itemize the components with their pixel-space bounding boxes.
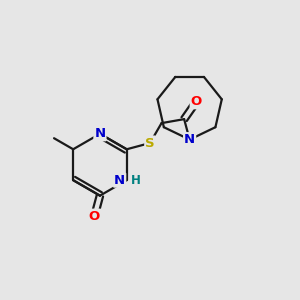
Text: N: N: [184, 133, 195, 146]
Text: S: S: [145, 136, 155, 149]
Text: N: N: [114, 174, 125, 187]
Text: O: O: [191, 95, 202, 108]
Text: N: N: [94, 127, 106, 140]
Text: O: O: [89, 210, 100, 223]
Text: H: H: [131, 174, 141, 187]
